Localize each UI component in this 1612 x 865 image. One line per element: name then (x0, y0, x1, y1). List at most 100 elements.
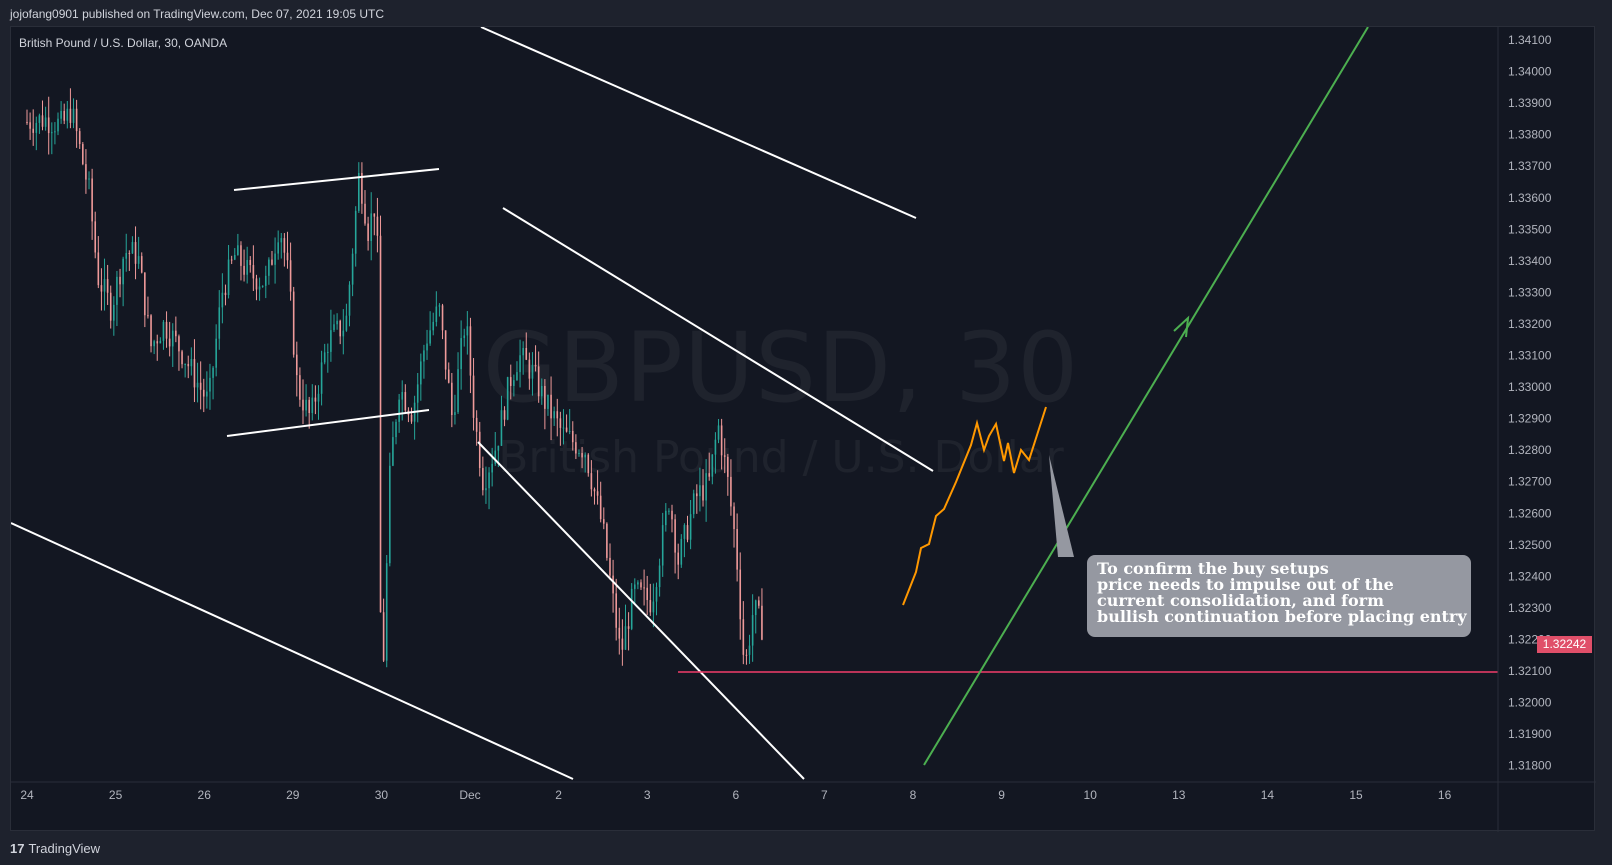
price-tick-label: 1.33000 (1508, 380, 1552, 394)
candle-body (751, 615, 754, 646)
note-line: To confirm the buy setups (1097, 559, 1329, 578)
candle-body (661, 525, 664, 566)
candle-body (444, 330, 447, 370)
candle-body (41, 115, 44, 127)
candle-body (305, 399, 307, 411)
candle-body (199, 382, 202, 390)
price-tick-label: 1.32800 (1508, 443, 1552, 457)
candle-body (723, 455, 726, 457)
candle-body (575, 442, 577, 454)
candle-body (401, 392, 404, 400)
candle-body (69, 108, 72, 123)
candle-body (717, 425, 720, 440)
candle-body (209, 377, 211, 392)
candle-body (274, 253, 276, 265)
candle-body (516, 372, 518, 381)
candle-body (184, 363, 186, 365)
chart-panel[interactable]: GBPUSD, 30 British Pound / U.S. Dollar 1… (10, 26, 1596, 832)
candle-body (513, 380, 515, 386)
candle-body (326, 351, 329, 353)
candle-body (271, 259, 273, 265)
candle-body (602, 519, 605, 524)
candle-body (677, 552, 680, 565)
candle-body (469, 326, 472, 376)
price-tick-label: 1.32600 (1508, 506, 1552, 520)
candle-body (584, 454, 586, 458)
tradingview-logo[interactable]: 17 TradingView (10, 841, 100, 856)
trendline-upper-channel (480, 27, 917, 219)
candle-body (47, 117, 50, 134)
analysis-note[interactable]: To confirm the buy setups price needs to… (1087, 555, 1471, 637)
candle-body (116, 276, 118, 305)
candle-body (295, 354, 298, 376)
candle-body (57, 118, 59, 132)
time-tick-label: 30 (375, 788, 389, 802)
candle-body (382, 612, 385, 661)
candle-body (150, 315, 152, 347)
trendline-range-bottom (226, 409, 430, 437)
candle-body (739, 569, 742, 620)
candle-body (29, 122, 31, 129)
time-tick-label: 16 (1438, 788, 1452, 802)
price-tick-label: 1.31900 (1508, 727, 1552, 741)
publish-header: jojofang0901 published on TradingView.co… (0, 0, 1612, 28)
price-tick-label: 1.32400 (1508, 569, 1552, 583)
candle-body (206, 391, 208, 397)
candle-body (457, 369, 459, 413)
watermark-symbol: GBPUSD, 30 (482, 312, 1080, 424)
candle-body (38, 115, 41, 123)
candle-body (522, 348, 524, 356)
candle-body (686, 525, 689, 540)
candle-body (94, 221, 97, 253)
candle-body (78, 131, 81, 145)
candle-body (420, 361, 422, 385)
candle-body (730, 476, 732, 507)
trendline-wedge-top (502, 207, 934, 472)
price-tick-label: 1.33200 (1508, 317, 1552, 331)
candle-body (578, 453, 580, 455)
candle-body (35, 122, 38, 133)
candle-body (506, 377, 509, 420)
candle-body (379, 235, 382, 613)
candle-body (85, 164, 87, 180)
candle-body (544, 385, 546, 409)
candle-body (88, 178, 90, 180)
candle-body (190, 359, 193, 367)
candle-body (745, 654, 748, 656)
candle-body (733, 506, 735, 530)
candle-body (643, 587, 645, 589)
candle-body (640, 582, 642, 588)
candle-body (308, 399, 310, 414)
time-tick-label: Dec (459, 788, 480, 802)
candle-body (261, 285, 264, 287)
candle-body (345, 315, 348, 331)
price-tick-label: 1.34100 (1508, 33, 1552, 47)
candle-body (699, 485, 701, 497)
candle-body (621, 638, 624, 650)
candle-body (410, 414, 413, 422)
candle-body (364, 203, 366, 224)
candle-body (525, 348, 528, 360)
symbol-label: British Pound / U.S. Dollar, 30, OANDA (19, 36, 228, 50)
candle-body (264, 275, 267, 286)
candle-body (283, 238, 286, 253)
candle-body (432, 321, 435, 331)
candle-body (122, 258, 124, 285)
candle-body (317, 393, 320, 402)
price-tick-label: 1.33400 (1508, 254, 1552, 268)
candle-body (451, 382, 453, 416)
candle-body (54, 131, 56, 133)
candle-body (376, 216, 379, 236)
candle-body (540, 385, 543, 397)
candle-body (655, 587, 658, 602)
candle-body (565, 427, 568, 432)
note-pointer (1049, 455, 1074, 557)
candle-body (705, 473, 707, 501)
candle-body (354, 210, 357, 254)
candle-body (249, 260, 252, 266)
candle-body (624, 626, 627, 650)
candle-body (165, 321, 168, 339)
chart-canvas[interactable]: 1.34100 1.34000 1.33900 1.33800 1.33700 1.336… (11, 27, 1596, 832)
candle-body (351, 253, 354, 285)
candle-body (596, 491, 599, 496)
